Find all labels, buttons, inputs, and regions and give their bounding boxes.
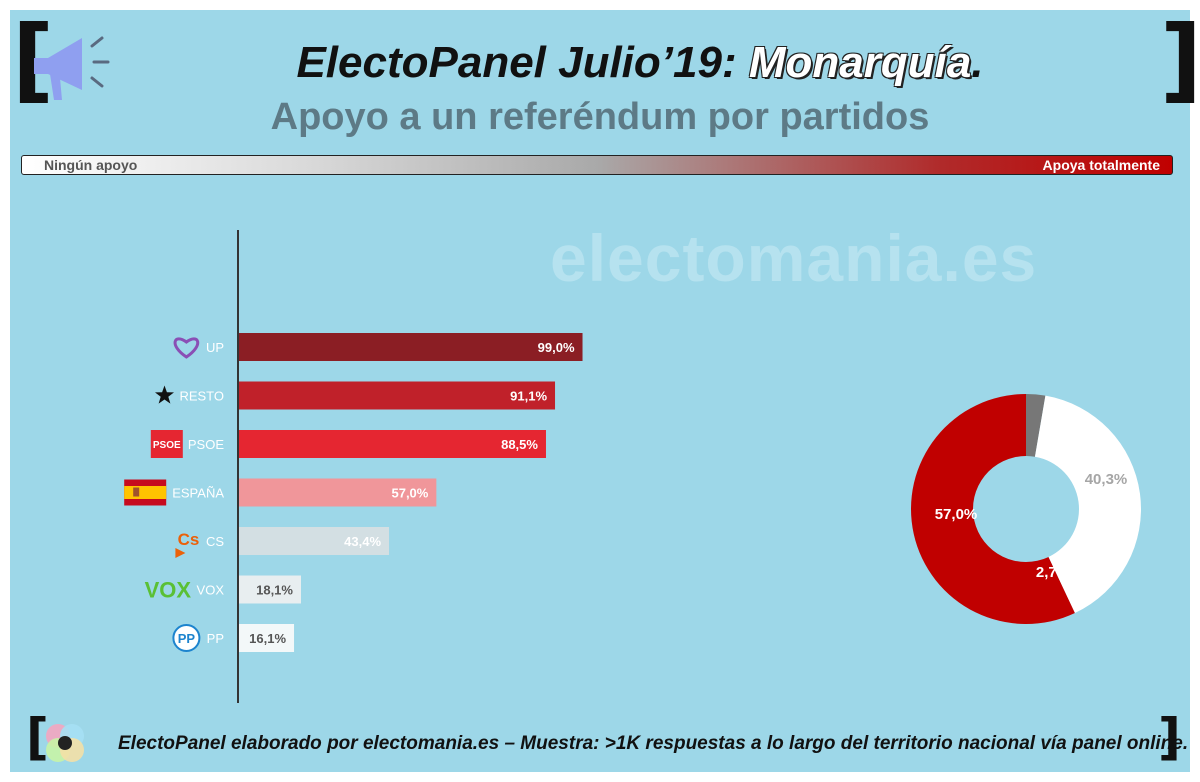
donut-slice-label: 2,7% bbox=[1036, 564, 1070, 581]
donut-slice-label: 40,3% bbox=[1085, 471, 1128, 488]
bar-value-label: 99,0% bbox=[538, 340, 575, 355]
bar-value-label: 18,1% bbox=[256, 583, 293, 598]
category-label: ESPAÑA bbox=[172, 486, 224, 501]
category-label: PSOE bbox=[188, 437, 224, 452]
svg-text:VOX: VOX bbox=[145, 578, 192, 603]
support-scale-bar: Ningún apoyo Apoya totalmente bbox=[21, 155, 1173, 175]
bar-psoe bbox=[238, 430, 546, 458]
bar-value-label: 91,1% bbox=[510, 389, 547, 404]
donut-slice bbox=[911, 394, 1075, 624]
footer-right-bracket-icon: ] bbox=[1158, 708, 1181, 766]
bar-chart: PSOE Cs VOX PP 99,0% UP 91,1% RESTO 88,5% PSOE 57… bbox=[124, 230, 583, 703]
bar-vox bbox=[238, 575, 301, 604]
star-icon bbox=[155, 385, 174, 404]
title-suffix: . bbox=[971, 38, 984, 87]
bar-value-label: 16,1% bbox=[249, 631, 286, 646]
donut-chart: 57,0% 2,7% 40,3% bbox=[911, 394, 1141, 624]
bar-up bbox=[238, 333, 583, 361]
donut-slice bbox=[1034, 395, 1141, 614]
bar-cs bbox=[238, 527, 390, 555]
footer-left-bracket-icon: [ bbox=[26, 708, 49, 766]
footer-text: ElectoPanel elaborado por electomania.es… bbox=[118, 733, 1189, 754]
pp-logo-icon: PP bbox=[172, 624, 201, 652]
megaphone-icon bbox=[34, 36, 110, 100]
svg-text:PP: PP bbox=[178, 631, 196, 646]
right-bracket-icon: ] bbox=[1160, 6, 1200, 113]
bar-resto bbox=[238, 381, 556, 410]
scale-left-label: Ningún apoyo bbox=[44, 157, 138, 173]
bar-value-label: 88,5% bbox=[501, 437, 538, 452]
category-label: CS bbox=[206, 534, 224, 549]
scale-right-label: Apoya totalmente bbox=[1042, 157, 1160, 173]
psoe-logo-icon: PSOE bbox=[150, 430, 183, 458]
chart-subtitle: Apoyo a un referéndum por partidos bbox=[270, 96, 930, 138]
svg-text:PSOE: PSOE bbox=[153, 440, 181, 451]
bar-españa bbox=[238, 478, 437, 507]
vox-logo-icon: VOX bbox=[145, 578, 192, 603]
bar-value-label: 43,4% bbox=[344, 534, 381, 549]
chart-title: ElectoPanel Julio’19: Monarquía. bbox=[240, 38, 1040, 88]
category-label: PP bbox=[207, 631, 224, 646]
bar-pp bbox=[238, 624, 295, 652]
heart-icon bbox=[173, 337, 200, 359]
spain-flag-icon bbox=[124, 479, 167, 506]
svg-text:Cs: Cs bbox=[178, 530, 200, 549]
donut-slice bbox=[1026, 394, 1046, 457]
cs-logo-icon: Cs bbox=[175, 530, 199, 558]
title-prefix: ElectoPanel Julio’19: bbox=[296, 38, 737, 87]
electomania-logo-icon bbox=[46, 724, 84, 762]
category-label: RESTO bbox=[179, 389, 224, 404]
donut-slice-label: 57,0% bbox=[935, 506, 978, 523]
category-label: UP bbox=[206, 340, 224, 355]
title-highlight: Monarquía bbox=[748, 38, 972, 87]
watermark: electomania.es bbox=[550, 221, 1038, 295]
chart-panel bbox=[10, 10, 1190, 772]
category-label: VOX bbox=[197, 583, 225, 598]
bar-value-label: 57,0% bbox=[391, 486, 428, 501]
